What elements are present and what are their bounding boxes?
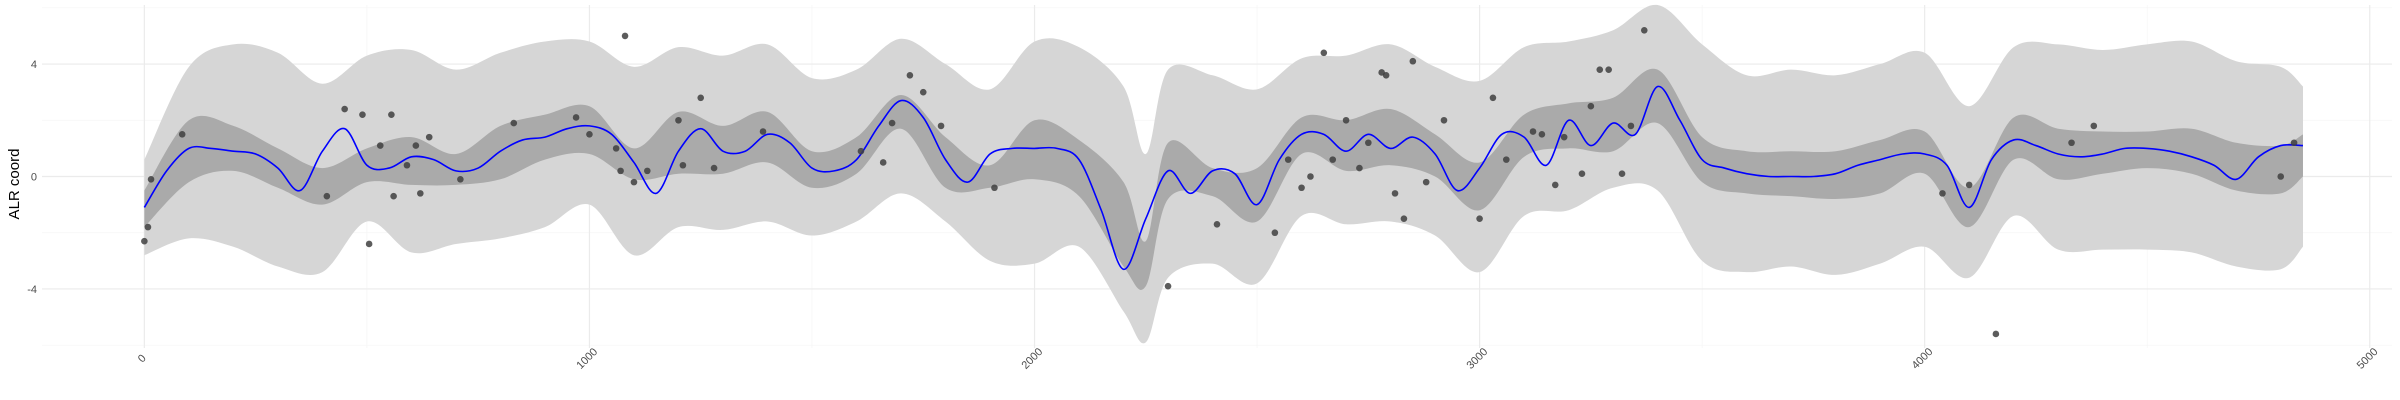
data-point — [1551, 181, 1559, 189]
data-point — [572, 114, 580, 121]
data-point — [857, 147, 865, 155]
x-tick-label: 5000 — [2355, 346, 2381, 372]
data-point — [457, 176, 464, 183]
x-tick-label: 0 — [136, 352, 149, 365]
data-point — [617, 167, 624, 175]
data-point — [644, 167, 651, 175]
data-point — [1409, 57, 1417, 65]
data-point — [417, 190, 424, 197]
observed-points — [141, 27, 2298, 338]
data-point — [1992, 330, 2000, 338]
mean-line — [143, 85, 2304, 271]
data-point — [1422, 178, 1430, 186]
data-point — [1587, 102, 1595, 110]
y-tick-label: 4 — [31, 59, 37, 71]
data-point — [879, 159, 887, 166]
data-point — [1400, 215, 1408, 222]
data-point — [1391, 190, 1399, 197]
data-point — [1529, 128, 1537, 135]
data-point — [2090, 122, 2098, 130]
x-tick-label: 2000 — [1019, 346, 1045, 372]
y-axis-ticks: -4 0 4 — [27, 59, 37, 296]
y-tick-label: -4 — [27, 284, 37, 296]
data-point — [675, 116, 682, 124]
data-point — [621, 32, 629, 40]
data-point — [630, 178, 638, 186]
data-point — [1939, 190, 1946, 197]
data-point — [710, 164, 718, 172]
data-point — [341, 105, 348, 113]
inner-uncertainty-band — [144, 68, 2303, 290]
data-point — [1618, 170, 1626, 177]
data-point — [1164, 282, 1172, 290]
data-point — [1329, 156, 1337, 163]
data-point — [510, 119, 518, 127]
x-tick-label: 1000 — [574, 346, 600, 372]
data-point — [1578, 170, 1586, 177]
data-point — [1342, 116, 1350, 124]
y-tick-label: 0 — [31, 172, 37, 184]
data-point — [1284, 156, 1292, 163]
mean-curve — [143, 85, 2304, 271]
data-point — [359, 111, 366, 118]
data-point — [1365, 139, 1372, 147]
data-point — [1627, 122, 1635, 130]
data-point — [919, 88, 927, 96]
inner-band-area — [144, 68, 2303, 290]
data-point — [679, 161, 687, 169]
data-point — [388, 111, 395, 118]
y-axis-title: ALR coord — [6, 149, 23, 220]
x-axis-ticks: 0 1000 2000 3000 4000 5000 — [136, 346, 2381, 372]
data-point — [759, 128, 767, 135]
data-point — [1356, 164, 1363, 172]
data-point — [888, 119, 896, 127]
data-point — [403, 161, 411, 169]
data-point — [425, 133, 433, 141]
data-point — [2290, 139, 2298, 147]
data-point — [412, 142, 420, 149]
data-point — [937, 122, 945, 130]
data-point — [1605, 66, 1612, 73]
data-point — [1640, 27, 1648, 34]
data-point — [323, 192, 331, 200]
data-point — [1320, 49, 1328, 57]
data-point — [1476, 215, 1483, 222]
data-point — [2068, 139, 2075, 147]
data-point — [390, 192, 397, 200]
data-point — [1271, 229, 1279, 237]
data-point — [144, 223, 152, 231]
data-point — [1596, 66, 1604, 73]
data-point — [991, 184, 998, 192]
data-point — [1538, 131, 1546, 138]
data-point — [1440, 116, 1448, 124]
data-point — [141, 237, 148, 245]
data-point — [612, 145, 620, 152]
data-point — [1965, 181, 1973, 189]
data-point — [1560, 133, 1568, 141]
x-tick-label: 3000 — [1465, 346, 1491, 372]
data-point — [697, 94, 705, 102]
data-point — [586, 131, 593, 138]
data-point — [178, 131, 186, 138]
data-point — [906, 71, 914, 79]
data-point — [147, 176, 155, 183]
data-point — [1382, 71, 1390, 79]
data-point — [2277, 173, 2285, 180]
data-point — [1213, 220, 1221, 228]
data-point — [1298, 184, 1305, 192]
data-point — [1489, 94, 1497, 102]
data-point — [1502, 156, 1510, 163]
x-tick-label: 4000 — [1910, 346, 1936, 372]
data-point — [365, 240, 373, 248]
data-point — [1307, 173, 1314, 180]
data-point — [376, 142, 384, 149]
